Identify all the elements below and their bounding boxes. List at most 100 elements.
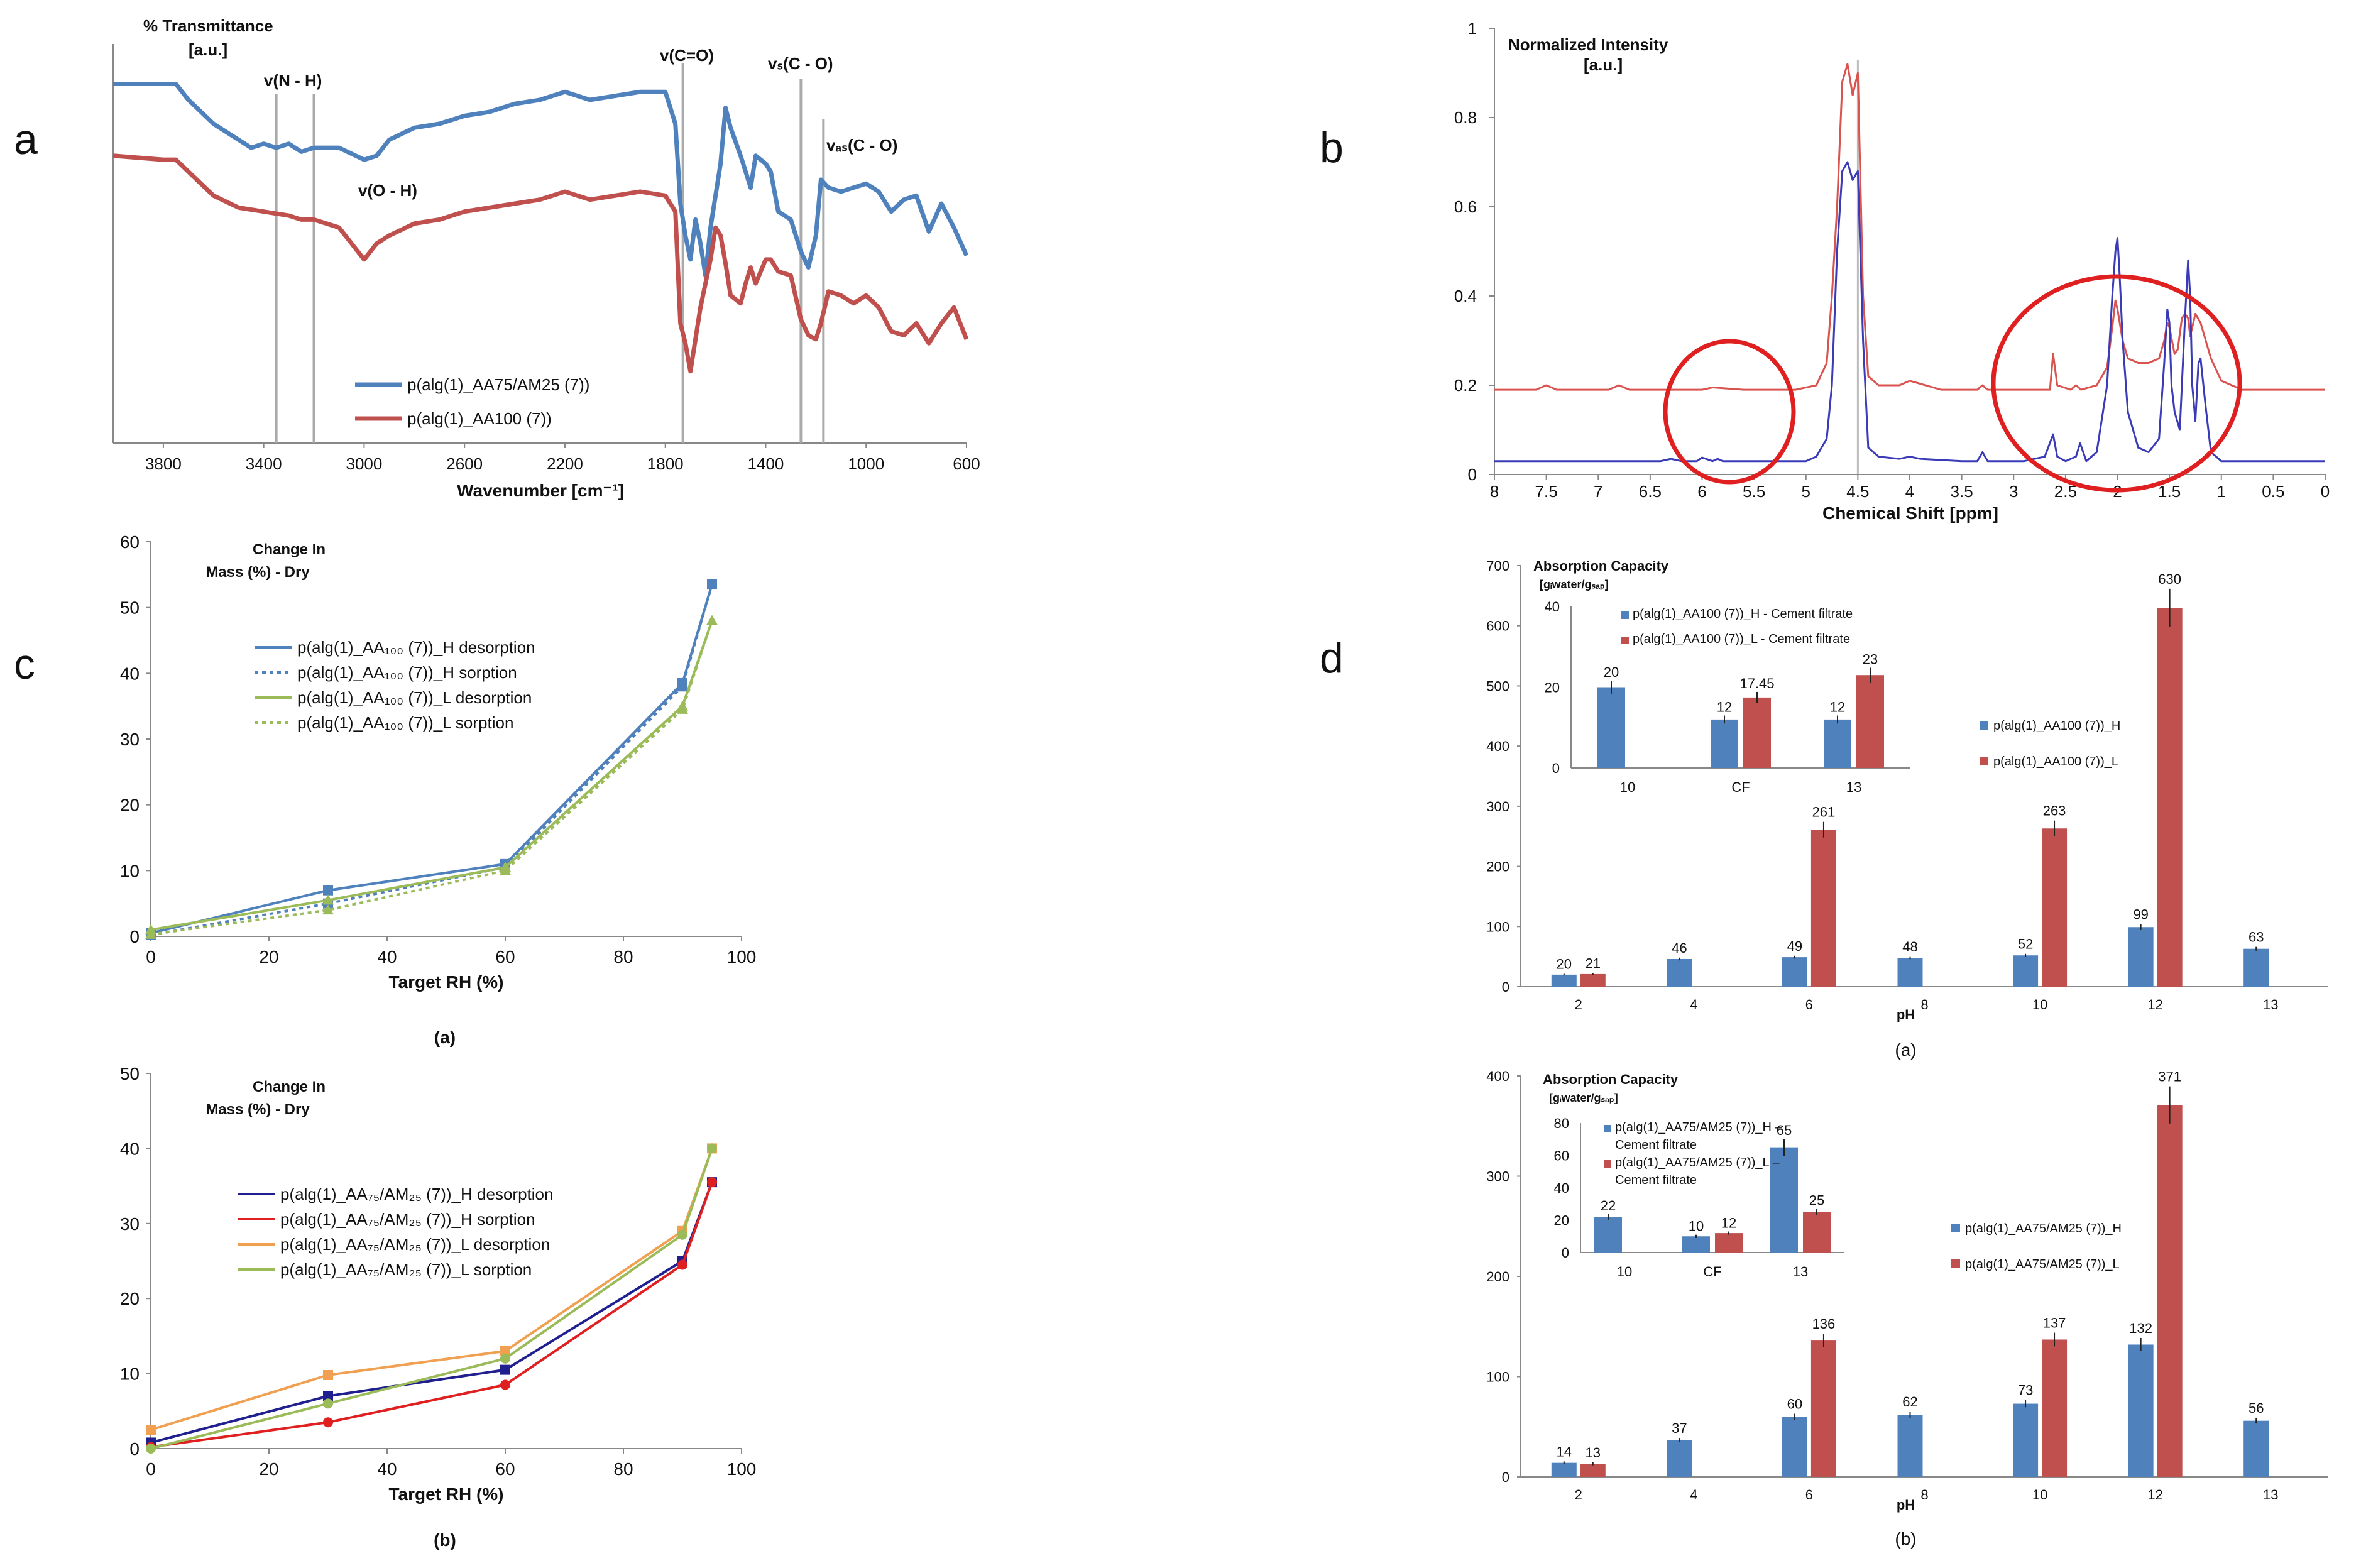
legend-label: p(alg(1)_AA75/AM25 (7))_L	[1965, 1258, 2120, 1271]
inset-data-label: 25	[1809, 1192, 1824, 1208]
data-label: 37	[1672, 1420, 1687, 1436]
legend-label: p(alg(1)_AA₇₅/AM₂₅ (7))_H sorption	[280, 1210, 535, 1229]
legend-label: p(alg(1)_AA₇₅/AM₂₅ (7))_L sorption	[280, 1260, 532, 1279]
chart-caption: (a)	[1895, 1040, 1916, 1060]
inset-x-tick-label: 10	[1617, 1264, 1632, 1280]
data-point	[146, 1444, 156, 1454]
y-tick-label: 100	[1486, 919, 1509, 935]
x-tick-label: 4.5	[1846, 482, 1869, 501]
band-annotation: vₐₛ(C - O)	[826, 136, 897, 155]
x-tick-label: 6	[1697, 482, 1706, 501]
data-point	[677, 703, 688, 714]
data-point	[322, 894, 334, 905]
x-tick-label: 80	[613, 1459, 633, 1479]
inset-legend-label: p(alg(1)_AA100 (7))_H - Cement filtrate	[1633, 607, 1853, 621]
inset-bar	[1594, 1217, 1622, 1253]
bar	[2243, 1420, 2269, 1477]
inset-bar	[1715, 1233, 1743, 1253]
bar	[1551, 974, 1577, 987]
bar	[1897, 958, 1923, 987]
x-tick-label: 8	[1920, 1487, 1928, 1503]
y-tick-label: 30	[120, 730, 140, 749]
y-tick-label: 10	[120, 861, 140, 880]
legend-swatch	[1980, 721, 1988, 730]
inset-data-label: 65	[1777, 1122, 1792, 1138]
ftir-chart: 3800 3400 3000 2600 2200 1800 1400 1000 600 % Tra…	[112, 16, 980, 500]
y-tick-label: 400	[1486, 1068, 1509, 1084]
y-tick-label: 0	[1502, 1469, 1509, 1485]
x-tick-label: 7	[1594, 482, 1602, 501]
data-point	[707, 1177, 717, 1188]
series-line	[112, 153, 969, 374]
inset-y-tick-label: 40	[1554, 1180, 1569, 1196]
data-label: 49	[1787, 938, 1802, 954]
y-tick-label: 500	[1486, 678, 1509, 694]
data-point	[707, 579, 717, 590]
legend-swatch	[1951, 1259, 1960, 1268]
y-tick-label: 60	[120, 532, 140, 552]
data-point	[706, 615, 718, 625]
legend-label: p(alg(1)_AA₁₀₀ (7))_L desorption	[297, 688, 532, 707]
x-tick-label: 40	[377, 947, 397, 967]
x-tick-label: 7.5	[1535, 482, 1558, 501]
inset-y-tick-label: 60	[1554, 1148, 1569, 1164]
x-tick-label: 0	[2321, 482, 2330, 501]
x-axis-title: Target RH (%)	[388, 972, 503, 992]
data-point	[500, 1346, 510, 1356]
data-point	[323, 1369, 333, 1380]
data-point	[323, 1391, 333, 1401]
bar	[1551, 1462, 1577, 1477]
inset-legend-label: p(alg(1)_AA75/AM25 (7))_H – Cement filtr…	[1615, 1121, 1785, 1152]
data-point	[323, 1398, 333, 1409]
inset-legend-label: p(alg(1)_AA75/AM25 (7))_L – Cement filtr…	[1615, 1156, 1783, 1187]
y-tick-label: 40	[120, 664, 140, 683]
inset-legend-swatch	[1621, 611, 1629, 619]
spectrum-line	[1494, 161, 2325, 463]
y-axis-unit: [a.u.]	[189, 40, 227, 59]
chart-caption: (a)	[434, 1028, 456, 1047]
y-tick-label: 0	[1468, 465, 1477, 484]
x-tick-label: 8	[1490, 482, 1499, 501]
y-tick-label: 0	[129, 1439, 140, 1459]
inset-bar	[1803, 1212, 1831, 1253]
panel-label-d: d	[1320, 634, 1344, 682]
legend-swatch	[1951, 1224, 1960, 1232]
data-label: 60	[1787, 1396, 1802, 1412]
bar	[2128, 927, 2154, 987]
bar	[2013, 1403, 2039, 1477]
legend-label: p(alg(1)_AA₁₀₀ (7))_H desorption	[297, 638, 535, 657]
data-label: 48	[1902, 939, 1917, 955]
inset-y-tick-label: 0	[1562, 1245, 1569, 1261]
bar	[1667, 958, 1692, 987]
x-tick-label: 1000	[848, 454, 884, 473]
data-label: 46	[1672, 940, 1687, 956]
x-tick-label: 5	[1802, 482, 1810, 501]
x-tick-label: 2	[1575, 997, 1582, 1012]
inset-x-tick-label: 13	[1846, 779, 1861, 795]
chart-caption: (b)	[434, 1530, 456, 1550]
inset-y-tick-label: 20	[1545, 680, 1560, 696]
chart-unit: [gᵢwater/gₛₐₚ]	[1549, 1092, 1618, 1104]
bar	[1810, 830, 1836, 987]
bar	[2042, 1339, 2068, 1477]
band-annotation: v(O - H)	[358, 181, 417, 200]
band-annotation: vₛ(C - O)	[768, 54, 833, 73]
x-tick-label: 12	[2147, 1487, 2162, 1503]
series-line	[113, 82, 969, 278]
y-tick-label: 0.8	[1454, 108, 1477, 127]
x-tick-label: 13	[2263, 1487, 2278, 1503]
y-axis-title: % Transmittance	[143, 16, 273, 35]
y-tick-label: 0.4	[1454, 287, 1477, 305]
highlight-ellipse	[1663, 339, 1796, 485]
inset-y-tick-label: 80	[1554, 1116, 1569, 1131]
data-point	[677, 681, 687, 692]
inset-legend-label: p(alg(1)_AA100 (7))_L - Cement filtrate	[1633, 632, 1850, 646]
data-point	[145, 928, 156, 939]
y-tick-label: 20	[120, 796, 140, 815]
data-label: 21	[1586, 955, 1601, 971]
x-tick-label: 60	[495, 1459, 515, 1479]
legend-label: p(alg(1)_AA100 (7))_L	[1993, 755, 2118, 769]
band-annotation: v(N - H)	[264, 71, 322, 90]
